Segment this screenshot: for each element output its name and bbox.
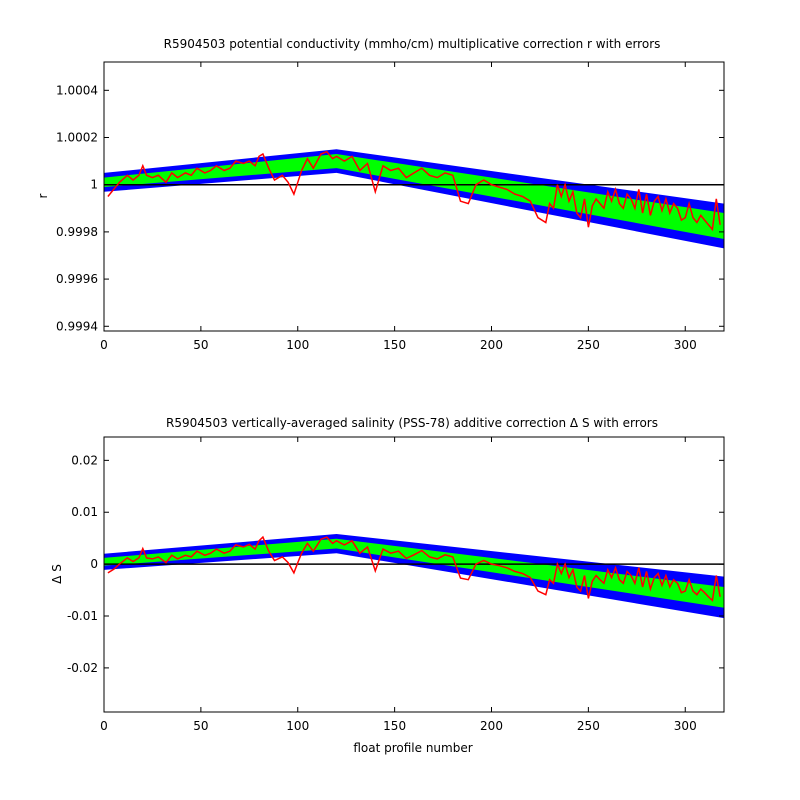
inner-error-band — [104, 154, 724, 239]
y-axis-label: Δ S — [50, 564, 64, 584]
salinity-correction-panel: R5904503 vertically-averaged salinity (P… — [50, 416, 725, 755]
x-axis-label: float profile number — [353, 741, 472, 755]
y-tick-label: 0 — [90, 557, 98, 571]
x-tick-label: 150 — [383, 719, 406, 733]
axes-frame — [103, 61, 725, 332]
x-tick-label: 250 — [577, 338, 600, 352]
correction-series-line — [107, 150, 721, 232]
plot-content — [104, 534, 724, 619]
y-tick-label: -0.01 — [67, 609, 98, 623]
inner-error-band — [104, 538, 724, 608]
x-tick-label: 100 — [286, 719, 309, 733]
x-tick-label: 50 — [193, 719, 208, 733]
x-tick-label: 50 — [193, 338, 208, 352]
axes-frame — [103, 436, 725, 713]
x-tick-label: 200 — [480, 719, 503, 733]
conductivity-correction-panel: R5904503 potential conductivity (mmho/cm… — [36, 37, 725, 352]
x-tick-label: 300 — [674, 719, 697, 733]
plot-area: 0 50 100 150 200 250 300 0.9994 0.9996 0.9998 1 1.0… — [56, 61, 725, 352]
x-tick-label: 200 — [480, 338, 503, 352]
x-tick-label: 0 — [100, 719, 108, 733]
plot-area: 0 50 100 150 200 250 300 -0.02 -0.01 0 0.01 0.02 — [67, 436, 725, 733]
plot-content — [104, 149, 724, 249]
y-tick-label: 0.9998 — [56, 225, 98, 239]
x-tick-label: 150 — [383, 338, 406, 352]
x-tick-label: 250 — [577, 719, 600, 733]
y-axis-label: r — [36, 193, 50, 198]
y-tick-label: 0.02 — [71, 453, 98, 467]
y-tick-label: 1.0002 — [56, 131, 98, 145]
x-tick-label: 0 — [100, 338, 108, 352]
y-tick-label: 1.0004 — [56, 83, 98, 97]
x-tick-label: 300 — [674, 338, 697, 352]
y-tick-label: 0.01 — [71, 505, 98, 519]
chart-title: R5904503 potential conductivity (mmho/cm… — [164, 37, 661, 51]
y-tick-label: 0.9996 — [56, 272, 98, 286]
y-tick-label: 1 — [90, 178, 98, 192]
chart-title: R5904503 vertically-averaged salinity (P… — [166, 416, 658, 430]
x-tick-label: 100 — [286, 338, 309, 352]
correction-series-line — [107, 535, 721, 602]
y-tick-label: -0.02 — [67, 661, 98, 675]
outer-error-band — [104, 534, 724, 619]
y-tick-label: 0.9994 — [56, 319, 98, 333]
